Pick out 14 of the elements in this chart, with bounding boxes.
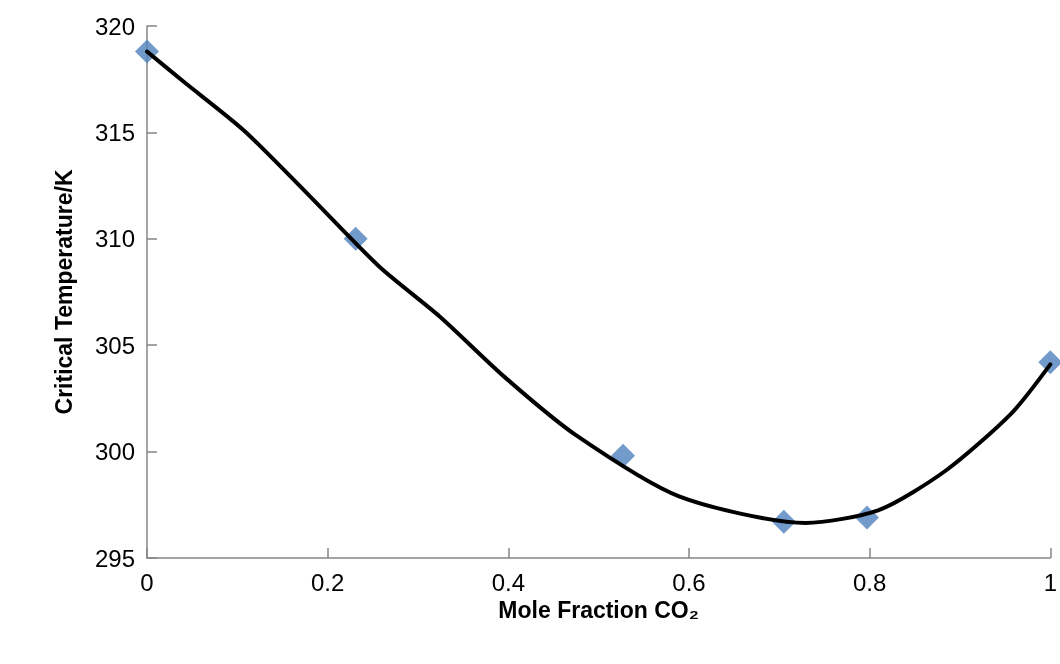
y-tick-label: 310 <box>94 225 135 253</box>
x-tick-label: 1 <box>1043 568 1058 596</box>
x-tick-label: 0.8 <box>852 568 887 596</box>
y-tick-label: 295 <box>94 544 135 572</box>
y-tick-label: 320 <box>94 12 135 40</box>
y-tick-label: 300 <box>94 438 135 466</box>
y-tick-label: 305 <box>94 331 135 359</box>
x-axis-title: Mole Fraction CO₂ <box>498 597 699 624</box>
x-tick-label: 0.4 <box>491 568 526 596</box>
x-tick-label: 0 <box>140 568 154 596</box>
y-tick-label: 315 <box>94 118 135 146</box>
x-tick-label: 0.6 <box>672 568 706 596</box>
y-axis-title: Critical Temperature/K <box>50 169 77 415</box>
x-tick-label: 0.2 <box>310 568 345 596</box>
